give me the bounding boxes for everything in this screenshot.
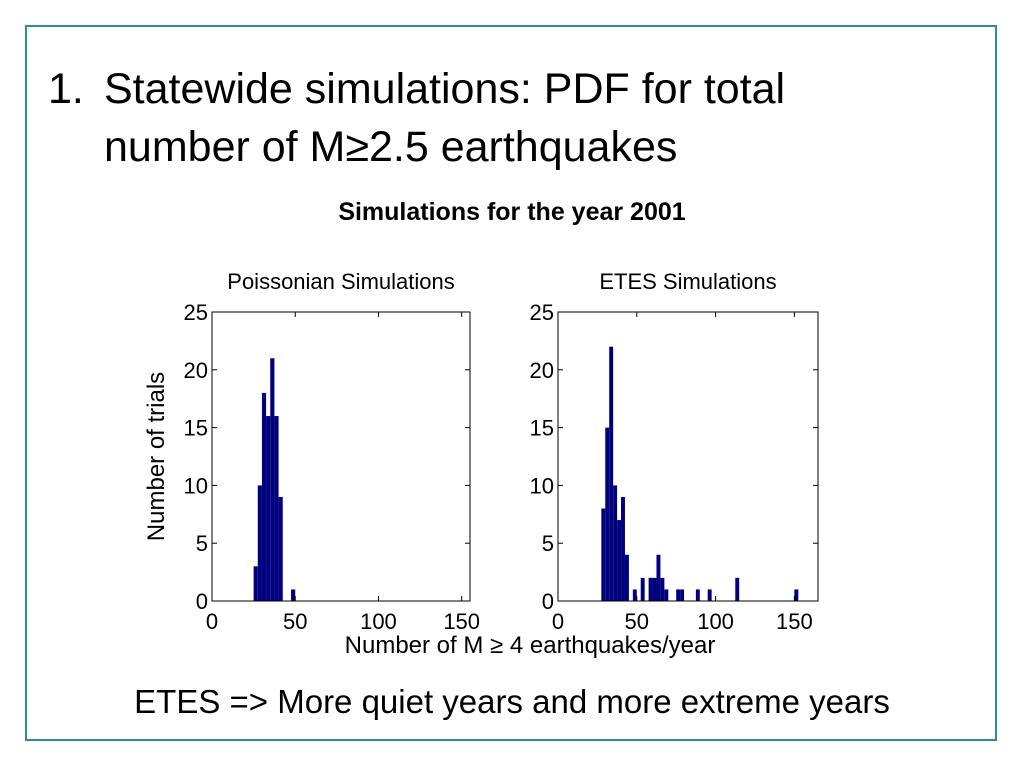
x-tick-label: 50 <box>283 609 307 634</box>
y-tick-label: 5 <box>542 531 554 556</box>
axes-box <box>211 311 471 602</box>
x-tick-label: 50 <box>625 609 649 634</box>
histogram-bar <box>261 392 267 601</box>
histogram-bar <box>735 577 740 601</box>
poisson-histogram: 0 5 10 15 20 25 0 50 100 150 Poissonian Simulation… <box>143 269 480 634</box>
histogram-bar <box>257 485 262 601</box>
chart-title: Poissonian Simulations <box>227 269 454 294</box>
histogram-bar <box>291 589 296 601</box>
shared-x-axis-label: Number of M ≥ 4 earthquakes/year <box>345 632 716 659</box>
axes-box <box>557 311 819 602</box>
histogram-bar <box>617 520 622 601</box>
histogram-bar <box>707 589 712 601</box>
x-tick-label: 0 <box>206 609 218 634</box>
etes-histogram: 0 5 10 15 20 25 0 50 100 150 ETES Simulations <box>530 269 819 634</box>
histogram-bar <box>632 589 637 601</box>
histogram-bar <box>266 416 271 601</box>
histogram-bar <box>613 485 618 601</box>
histogram-bar <box>660 577 665 601</box>
y-tick-label: 25 <box>184 300 208 325</box>
slide-frame <box>25 25 997 741</box>
histogram-bar <box>605 427 610 601</box>
histogram-bar <box>676 589 681 601</box>
y-tick-label: 15 <box>184 416 208 441</box>
x-tick-label: 0 <box>552 609 564 634</box>
histogram-bar <box>278 496 283 601</box>
y-tick-label: 20 <box>184 358 208 383</box>
y-tick-label: 10 <box>184 473 208 498</box>
y-tick-label: 0 <box>196 589 208 614</box>
chart-title: ETES Simulations <box>599 269 776 294</box>
slide-caption: ETES => More quiet years and more extrem… <box>134 683 890 720</box>
slide-title-number: 1. <box>48 65 84 113</box>
x-tick-label: 100 <box>697 609 734 634</box>
histogram-bar <box>601 508 606 601</box>
histogram-bar <box>640 577 645 601</box>
x-tick-label: 150 <box>776 609 813 634</box>
histogram-bar <box>609 346 614 601</box>
histogram-bar <box>648 577 653 601</box>
slide-title-line-2: number of M≥2.5 earthquakes <box>104 123 678 171</box>
x-tick-label: 150 <box>443 609 480 634</box>
y-tick-label: 25 <box>530 300 554 325</box>
histogram-bar <box>624 554 629 601</box>
slide-title: 1. Statewide simulations: PDF for total … <box>48 60 978 176</box>
histogram-bar <box>274 416 279 601</box>
slide-title-line-1: Statewide simulations: PDF for total <box>104 65 786 113</box>
histogram-bar <box>794 589 799 601</box>
y-tick-label: 15 <box>530 416 554 441</box>
histogram-bar <box>270 358 275 601</box>
histogram-bar <box>656 554 661 601</box>
histogram-bar <box>664 589 669 601</box>
histogram-bar <box>680 589 685 601</box>
y-tick-label: 10 <box>530 473 554 498</box>
histogram-bar <box>621 496 625 601</box>
histogram-bar <box>695 589 700 601</box>
histogram-bar <box>253 566 258 601</box>
x-tick-label: 100 <box>360 609 397 634</box>
y-axis-label: Number of trials <box>143 372 170 541</box>
y-tick-label: 20 <box>530 358 554 383</box>
y-tick-label: 5 <box>196 531 208 556</box>
y-tick-label: 0 <box>542 589 554 614</box>
chart-subtitle: Simulations for the year 2001 <box>338 198 686 226</box>
histogram-bar <box>652 577 657 601</box>
